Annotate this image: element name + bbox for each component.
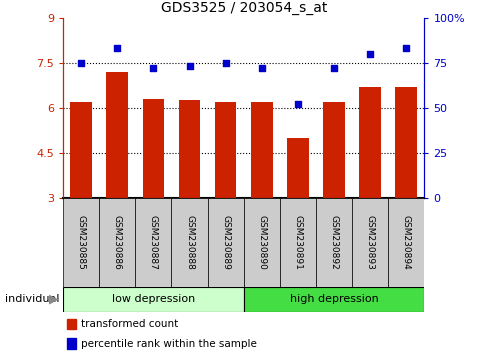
Bar bbox=[70, 102, 92, 198]
Text: GSM230887: GSM230887 bbox=[149, 215, 158, 270]
Text: GSM230894: GSM230894 bbox=[401, 215, 410, 270]
Bar bbox=[171, 198, 207, 287]
Text: individual: individual bbox=[5, 294, 59, 304]
Text: ▶: ▶ bbox=[48, 293, 58, 306]
Bar bbox=[63, 198, 99, 287]
Text: high depression: high depression bbox=[289, 294, 378, 304]
Point bbox=[77, 60, 85, 66]
Title: GDS3525 / 203054_s_at: GDS3525 / 203054_s_at bbox=[160, 1, 326, 15]
Bar bbox=[322, 102, 344, 198]
Point bbox=[293, 102, 301, 107]
Bar bbox=[287, 138, 308, 198]
Bar bbox=[359, 87, 380, 198]
Bar bbox=[214, 102, 236, 198]
Text: GSM230889: GSM230889 bbox=[221, 215, 230, 270]
Text: GSM230891: GSM230891 bbox=[293, 215, 302, 270]
Bar bbox=[63, 287, 243, 312]
Bar bbox=[66, 319, 76, 329]
Text: transformed count: transformed count bbox=[81, 319, 178, 329]
Point bbox=[365, 51, 373, 57]
Bar bbox=[106, 72, 128, 198]
Text: GSM230885: GSM230885 bbox=[76, 215, 86, 270]
Bar bbox=[243, 198, 279, 287]
Point bbox=[402, 46, 409, 51]
Point bbox=[257, 65, 265, 71]
Bar bbox=[178, 101, 200, 198]
Point bbox=[113, 46, 121, 51]
Text: GSM230890: GSM230890 bbox=[257, 215, 266, 270]
Bar bbox=[99, 198, 135, 287]
Text: GSM230892: GSM230892 bbox=[329, 215, 338, 270]
Bar bbox=[250, 102, 272, 198]
Bar bbox=[135, 198, 171, 287]
Point bbox=[149, 65, 157, 71]
Text: percentile rank within the sample: percentile rank within the sample bbox=[81, 339, 257, 349]
Point bbox=[221, 60, 229, 66]
Text: GSM230886: GSM230886 bbox=[112, 215, 121, 270]
Point bbox=[185, 64, 193, 69]
Bar bbox=[142, 99, 164, 198]
Bar bbox=[387, 198, 424, 287]
Bar bbox=[207, 198, 243, 287]
Bar bbox=[279, 198, 316, 287]
Text: GSM230893: GSM230893 bbox=[365, 215, 374, 270]
Bar bbox=[351, 198, 387, 287]
Text: low depression: low depression bbox=[111, 294, 195, 304]
Bar bbox=[316, 198, 351, 287]
Bar bbox=[66, 338, 76, 349]
Point bbox=[330, 65, 337, 71]
Bar bbox=[394, 87, 416, 198]
Bar bbox=[243, 287, 424, 312]
Text: GSM230888: GSM230888 bbox=[184, 215, 194, 270]
